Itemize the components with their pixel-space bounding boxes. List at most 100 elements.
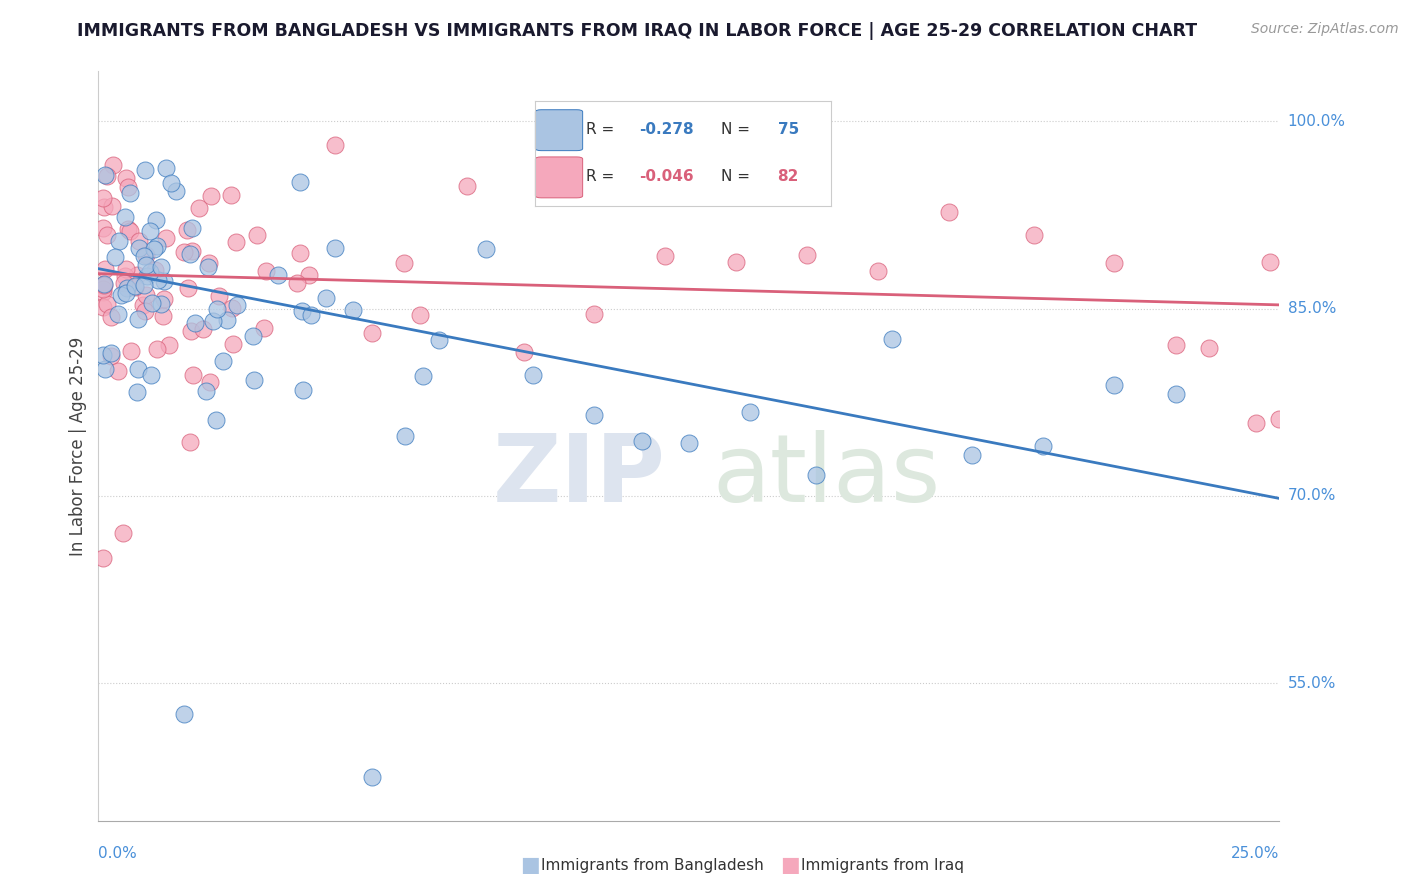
Text: ZIP: ZIP [492, 430, 665, 522]
Point [177, 280, 200, 294]
Point [100, 310, 122, 324]
Point [583, 408, 606, 422]
Point [94, 168, 117, 182]
Point [93, 277, 115, 292]
Point [125, 268, 148, 283]
Point [134, 303, 156, 318]
Text: 70.0%: 70.0% [1288, 489, 1336, 503]
Point [100, 199, 122, 213]
Point [1102, 256, 1125, 270]
Point [198, 375, 221, 389]
Point [141, 295, 163, 310]
Point [120, 344, 142, 359]
Point [806, 467, 828, 482]
Point [1022, 227, 1045, 242]
Point [205, 413, 228, 427]
Point [96, 169, 118, 183]
Point [173, 244, 195, 259]
Point [291, 383, 314, 397]
Point [796, 248, 818, 262]
Point [120, 224, 142, 238]
Text: 85.0%: 85.0% [1288, 301, 1336, 316]
Point [100, 349, 122, 363]
Point [323, 138, 346, 153]
Point [114, 261, 136, 276]
Point [120, 186, 142, 200]
Point [135, 258, 157, 272]
Point [583, 307, 606, 321]
Point [112, 276, 135, 290]
Point [134, 163, 156, 178]
Point [91, 220, 114, 235]
Point [361, 770, 384, 784]
Point [654, 249, 676, 263]
Point [93, 200, 115, 214]
Point [176, 223, 198, 237]
Point [104, 250, 127, 264]
Point [179, 434, 201, 449]
Point [1268, 411, 1291, 425]
Point [96, 227, 118, 242]
Point [225, 298, 247, 312]
Point [1258, 254, 1281, 268]
Point [155, 231, 177, 245]
Point [132, 249, 155, 263]
Point [200, 188, 222, 202]
Point [145, 212, 167, 227]
Point [205, 301, 228, 316]
Point [198, 256, 221, 270]
Point [94, 361, 117, 376]
Point [181, 368, 204, 382]
Point [91, 348, 114, 362]
Point [191, 322, 214, 336]
Point [93, 262, 115, 277]
Point [1102, 378, 1125, 392]
Point [107, 307, 129, 321]
Point [136, 269, 159, 284]
Point [181, 244, 204, 259]
Point [128, 235, 150, 249]
Point [96, 296, 118, 310]
Point [142, 243, 165, 257]
Point [181, 221, 204, 235]
Point [254, 264, 277, 278]
Point [1164, 338, 1187, 352]
Point [188, 201, 211, 215]
Point [219, 188, 242, 202]
Point [512, 345, 534, 359]
Point [127, 311, 149, 326]
Point [740, 405, 762, 419]
Point [291, 304, 314, 318]
Text: Immigrants from Iraq: Immigrants from Iraq [801, 858, 965, 872]
Point [299, 309, 322, 323]
Point [217, 313, 239, 327]
Point [150, 260, 173, 274]
Point [155, 161, 177, 175]
Point [117, 179, 139, 194]
Point [243, 373, 266, 387]
Text: Source: ZipAtlas.com: Source: ZipAtlas.com [1251, 22, 1399, 37]
Point [132, 277, 155, 292]
Point [101, 158, 124, 172]
Point [91, 277, 114, 292]
Point [208, 289, 231, 303]
Point [184, 316, 207, 330]
Point [114, 269, 136, 284]
Text: 25.0%: 25.0% [1232, 846, 1279, 861]
Point [114, 210, 136, 224]
Point [124, 279, 146, 293]
Point [108, 235, 131, 249]
Point [315, 291, 337, 305]
Point [938, 205, 960, 219]
Point [285, 277, 308, 291]
Text: IMMIGRANTS FROM BANGLADESH VS IMMIGRANTS FROM IRAQ IN LABOR FORCE | AGE 25-29 CO: IMMIGRANTS FROM BANGLADESH VS IMMIGRANTS… [77, 22, 1198, 40]
Point [180, 325, 202, 339]
Point [202, 313, 225, 327]
Point [522, 368, 544, 382]
Point [91, 282, 114, 296]
Point [195, 384, 218, 398]
Point [139, 368, 162, 382]
Point [138, 224, 160, 238]
Point [408, 308, 430, 322]
Point [361, 326, 384, 340]
